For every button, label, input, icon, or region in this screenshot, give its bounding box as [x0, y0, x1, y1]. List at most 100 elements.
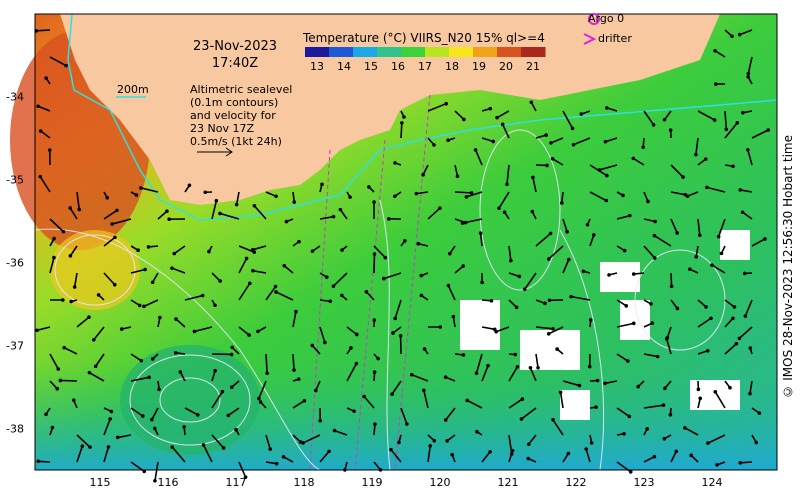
- velocity-arrow-head: [143, 267, 147, 272]
- lon-tick-119: 119: [361, 476, 383, 489]
- velocity-arrow-head: [355, 332, 359, 337]
- velocity-arrow-head: [551, 326, 555, 331]
- velocity-arrow-head: [675, 306, 680, 311]
- velocity-arrow: [508, 450, 514, 463]
- velocity-arrow-head: [348, 195, 352, 199]
- colorbar-segment: [473, 47, 498, 57]
- velocity-arrow: [427, 207, 441, 220]
- velocity-arrow: [283, 265, 294, 274]
- velocity-arrow-head: [93, 364, 98, 369]
- velocity-arrow-head: [302, 398, 307, 403]
- velocity-arrow-head: [106, 445, 111, 449]
- velocity-arrow-head: [372, 252, 377, 256]
- velocity-arrow-head: [226, 413, 231, 418]
- velocity-arrow-head: [349, 346, 353, 350]
- velocity-arrow-head: [50, 425, 55, 430]
- velocity-arrow-head: [460, 221, 465, 225]
- velocity-arrow-head: [115, 208, 119, 213]
- velocity-arrow: [253, 205, 267, 220]
- velocity-arrow-head: [332, 428, 337, 433]
- velocity-arrow-head: [251, 268, 255, 273]
- velocity-arrow-head: [405, 422, 409, 426]
- velocity-arrow-head: [448, 251, 452, 256]
- velocity-arrow: [154, 461, 159, 481]
- lon-tick-116: 116: [157, 476, 179, 489]
- velocity-arrow: [36, 326, 51, 332]
- lat-tick-35: -35: [6, 173, 24, 187]
- velocity-arrow-head: [664, 337, 669, 341]
- velocity-arrow: [173, 245, 186, 255]
- velocity-arrow: [265, 286, 277, 301]
- velocity-arrow-head: [505, 182, 509, 187]
- credit-text: © IMOS 28-Nov-2023 12:56:30 Hobart time: [781, 135, 795, 399]
- velocity-arrow-head: [68, 254, 73, 258]
- velocity-arrow-head: [213, 303, 217, 308]
- colorbar-segment: [449, 47, 474, 57]
- velocity-arrow-head: [732, 305, 737, 309]
- velocity-arrow-head: [409, 372, 414, 377]
- velocity-arrow-head: [139, 358, 144, 363]
- velocity-arrow-head: [446, 138, 450, 143]
- velocity-arrow-head: [581, 269, 586, 274]
- velocity-arrow-head: [52, 255, 56, 260]
- velocity-arrow-head: [696, 387, 701, 392]
- velocity-arrow: [562, 259, 570, 274]
- velocity-arrow-head: [645, 427, 649, 431]
- velocity-arrow-head: [167, 217, 171, 222]
- velocity-arrow-head: [182, 425, 186, 429]
- velocity-arrow-head: [38, 129, 43, 133]
- velocity-arrow: [697, 317, 712, 328]
- velocity-arrow-head: [636, 384, 640, 389]
- colorbar: [305, 47, 546, 57]
- velocity-arrow: [474, 149, 483, 166]
- velocity-arrow-head: [174, 317, 178, 321]
- velocity-arrow: [346, 326, 358, 336]
- velocity-arrow-head: [338, 207, 343, 212]
- velocity-arrow: [717, 218, 726, 237]
- velocity-arrow: [365, 291, 375, 301]
- velocity-arrow: [422, 164, 429, 176]
- velocity-arrow-head: [273, 284, 278, 289]
- velocity-arrow-head: [44, 412, 48, 417]
- velocity-arrow-head: [367, 185, 371, 189]
- velocity-arrow: [506, 164, 510, 185]
- velocity-arrow-head: [214, 198, 219, 203]
- velocity-arrow: [36, 29, 51, 32]
- velocity-arrow-head: [187, 183, 192, 188]
- velocity-arrow-head: [627, 213, 632, 218]
- map-border: [34, 13, 778, 471]
- velocity-arrow-head: [550, 156, 555, 161]
- time-text: 17:40Z: [211, 56, 259, 71]
- contour-legend-label: 200m: [117, 83, 149, 96]
- velocity-arrow: [103, 236, 116, 247]
- velocity-arrow-head: [320, 182, 324, 187]
- velocity-arrow: [643, 455, 655, 463]
- velocity-arrow-head: [56, 367, 61, 371]
- velocity-arrow-head: [621, 193, 625, 198]
- lat-tick-36: -36: [6, 256, 24, 270]
- velocity-arrow-head: [195, 413, 200, 417]
- sealevel-contours: [34, 129, 726, 471]
- velocity-arrow: [643, 218, 656, 223]
- velocity-arrow: [663, 110, 672, 121]
- velocity-arrow: [258, 380, 267, 399]
- velocity-arrow-head: [522, 287, 527, 291]
- velocity-arrow: [252, 269, 267, 274]
- velocity-arrow: [605, 137, 618, 143]
- velocity-arrow-head: [243, 475, 248, 479]
- velocity-arrow-head: [748, 391, 752, 396]
- velocity-arrow-head: [91, 337, 96, 342]
- velocity-arrow: [73, 272, 78, 288]
- velocity-arrow-head: [592, 233, 596, 237]
- velocity-arrow-head: [153, 478, 157, 483]
- velocity-arrow-head: [147, 375, 151, 380]
- velocity-arrow-head: [745, 148, 750, 152]
- velocity-arrow: [548, 326, 564, 335]
- velocity-arrow-head: [530, 209, 535, 214]
- velocity-arrow: [535, 353, 539, 368]
- velocity-arrow-head: [491, 139, 496, 144]
- velocity-arrow: [589, 234, 595, 247]
- velocity-arrow: [383, 272, 402, 280]
- velocity-arrow-head: [475, 429, 479, 434]
- colorbar-tick-14: 14: [337, 60, 351, 73]
